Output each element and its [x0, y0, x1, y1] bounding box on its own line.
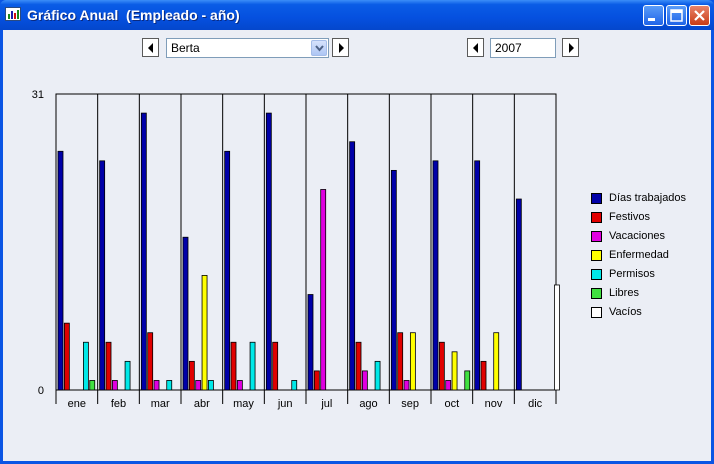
client-area: Berta 2007 0 31 ene feb mar abr may jun jul ago se… [3, 30, 711, 461]
bar-jul-Vacaciones [320, 189, 327, 391]
bar-mar-Permisos [166, 380, 173, 391]
x-tick-label: jun [277, 398, 293, 410]
bar-ago-Permisos [374, 360, 381, 391]
annual-bar-chart: 0 31 ene feb mar abr may jun jul ago sep oct nov dic [32, 89, 560, 410]
x-tick-label: oct [444, 398, 459, 410]
legend-label: Vacaciones [609, 230, 666, 242]
legend-label: Días trabajados [609, 192, 687, 204]
legend-swatch [591, 231, 602, 242]
title-bar[interactable]: Gráfico Anual (Empleado - año) [0, 0, 714, 30]
close-icon [694, 10, 705, 21]
x-tick-label: feb [111, 398, 126, 410]
previous-year-button[interactable] [467, 38, 484, 57]
bar-abr-Festivos [188, 360, 195, 391]
bar-feb-Permisos [124, 360, 131, 391]
y-tick-label: 0 [38, 385, 44, 397]
legend-label: Enfermedad [609, 249, 669, 261]
bar-feb-Vacaciones [111, 380, 118, 391]
maximize-button[interactable] [666, 5, 687, 26]
bar-oct-Días trabajados [432, 160, 439, 391]
bar-ene-Permisos [83, 341, 89, 391]
x-tick-label: abr [194, 398, 210, 410]
bar-jun-Días trabajados [265, 112, 272, 391]
x-tick-label: sep [401, 398, 419, 410]
x-tick-label: mar [151, 398, 170, 410]
bar-may-Permisos [249, 341, 256, 391]
legend-label: Festivos [609, 211, 650, 223]
bar-oct-Enfermedad [451, 351, 458, 391]
bar-nov-Festivos [480, 360, 487, 391]
bar-abr-Vacaciones [195, 380, 202, 391]
bar-abr-Días trabajados [182, 236, 189, 391]
bar-abr-Permisos [207, 380, 214, 391]
chevron-down-icon [315, 45, 324, 52]
legend-swatch [591, 212, 602, 223]
bar-ago-Días trabajados [349, 141, 356, 391]
y-tick-label: 31 [32, 89, 44, 101]
legend-swatch [591, 269, 602, 280]
bar-mar-Vacaciones [153, 380, 160, 391]
arrow-right-icon [569, 43, 574, 53]
employee-value: Berta [171, 41, 200, 55]
x-tick-label: dic [528, 398, 543, 410]
legend-swatch [591, 250, 602, 261]
bar-ago-Festivos [355, 341, 362, 391]
legend-label: Vacíos [609, 306, 642, 318]
legend-swatch [591, 193, 602, 204]
bar-may-Días trabajados [224, 150, 231, 391]
bar-oct-Festivos [438, 341, 445, 391]
legend-label: Libres [609, 287, 639, 299]
bar-nov-Enfermedad [493, 332, 500, 391]
bar-sep-Enfermedad [409, 332, 416, 391]
bar-may-Festivos [230, 341, 237, 391]
window-title: Gráfico Anual (Empleado - año) [27, 7, 240, 23]
previous-employee-button[interactable] [142, 38, 159, 57]
bar-ene-Libres [89, 380, 96, 391]
x-tick-label: jul [320, 398, 332, 410]
x-tick-label: nov [485, 398, 503, 410]
bar-abr-Enfermedad [201, 275, 208, 391]
bar-dic-Vacíos [554, 284, 560, 391]
close-button[interactable] [689, 5, 710, 26]
chart-icon [5, 7, 21, 21]
minimize-button[interactable] [643, 5, 664, 26]
next-employee-button[interactable] [332, 38, 349, 57]
legend-swatch [591, 307, 602, 318]
x-tick-label: may [233, 398, 254, 410]
next-year-button[interactable] [562, 38, 579, 57]
arrow-left-icon [148, 43, 153, 53]
bar-nov-Días trabajados [474, 160, 481, 391]
bar-jun-Festivos [272, 341, 279, 391]
minimize-icon [648, 18, 655, 21]
legend-label: Permisos [609, 268, 655, 280]
bar-mar-Festivos [147, 332, 154, 391]
bar-sep-Días trabajados [390, 169, 397, 391]
year-value: 2007 [495, 41, 522, 55]
bar-sep-Festivos [397, 332, 404, 391]
dropdown-button[interactable] [311, 40, 327, 56]
bar-dic-Días trabajados [515, 198, 522, 391]
x-tick-label: ago [359, 398, 377, 410]
bar-may-Vacaciones [236, 380, 243, 391]
bar-jul-Festivos [313, 370, 320, 391]
x-tick-label: ene [68, 398, 86, 410]
bar-feb-Días trabajados [99, 160, 106, 391]
bar-jul-Días trabajados [307, 294, 314, 391]
bar-ago-Vacaciones [361, 370, 368, 391]
employee-combobox[interactable]: Berta [166, 38, 329, 58]
bar-jun-Permisos [291, 380, 298, 391]
bar-ene-Días trabajados [57, 150, 64, 391]
bar-oct-Vacaciones [445, 380, 452, 391]
maximize-icon [670, 9, 683, 22]
bar-feb-Festivos [105, 341, 112, 391]
bar-mar-Días trabajados [140, 112, 147, 391]
bar-oct-Libres [464, 370, 471, 391]
bar-ene-Festivos [63, 322, 70, 391]
legend-swatch [591, 288, 602, 299]
year-field[interactable]: 2007 [490, 38, 556, 58]
arrow-left-icon [473, 43, 478, 53]
bar-sep-Vacaciones [403, 380, 410, 391]
arrow-right-icon [339, 43, 344, 53]
